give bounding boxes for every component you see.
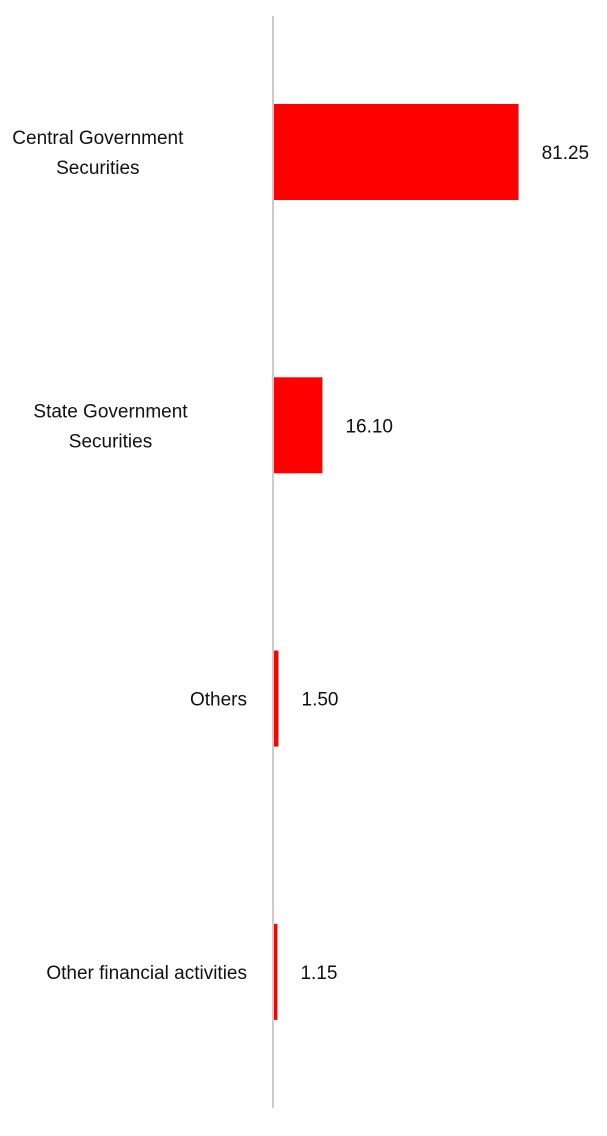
category-label-line: Central Government [12, 128, 184, 149]
bars-layer [274, 104, 519, 1020]
value-label-1: 16.10 [345, 416, 393, 437]
category-label-line: Securities [69, 431, 152, 452]
labels-layer: 81.25 Central Government Securities 16.10 St… [12, 128, 589, 984]
bar-2 [274, 650, 279, 747]
category-label-1: State Government Securities [33, 401, 188, 452]
category-label-0: Central Government Securities [12, 128, 184, 179]
category-label-line: Securities [56, 158, 139, 179]
bar-0 [274, 104, 519, 200]
category-label-line: Others [190, 690, 247, 711]
value-label-2: 1.50 [302, 690, 339, 711]
value-label-3: 1.15 [300, 963, 337, 984]
bar-1 [274, 377, 323, 474]
category-label-3: Other financial activities [46, 963, 247, 984]
bar-3 [274, 923, 278, 1020]
value-label-0: 81.25 [542, 143, 590, 164]
category-label-line: Other financial activities [46, 963, 247, 984]
category-label-2: Others [190, 690, 247, 711]
category-label-line: State Government [33, 401, 188, 422]
